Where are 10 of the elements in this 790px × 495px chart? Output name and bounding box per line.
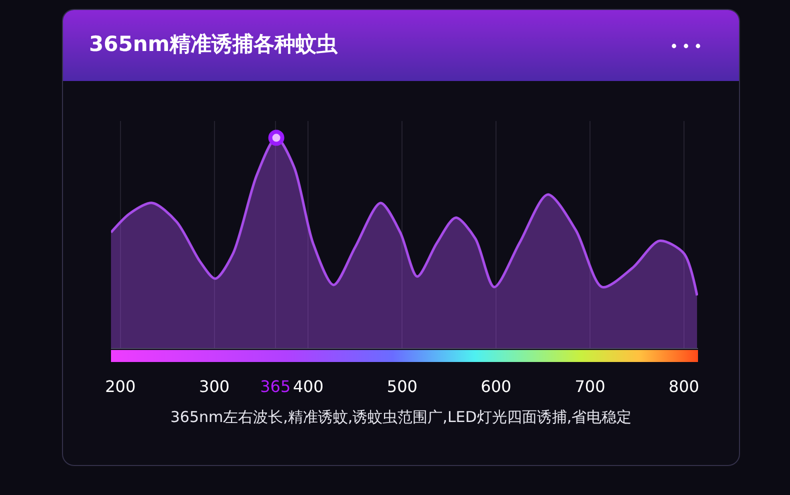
x-tick-label: 800 [668,377,700,396]
x-tick-label: 200 [105,377,136,396]
x-tick-label: 700 [574,377,606,396]
x-tick-label: 600 [480,377,512,396]
chart-title: 365nm精准诱捕各种蚊虫 [89,31,338,58]
x-tick-label: 400 [292,377,324,396]
x-tick-label: 500 [386,377,418,396]
x-tick-label: 365 [260,377,291,396]
text: 365nm左右波长,精准诱蚊,诱蚊虫范围广,LED灯光四面诱捕,省电稳定 [169,408,633,427]
x-tick-label: 300 [199,377,230,396]
